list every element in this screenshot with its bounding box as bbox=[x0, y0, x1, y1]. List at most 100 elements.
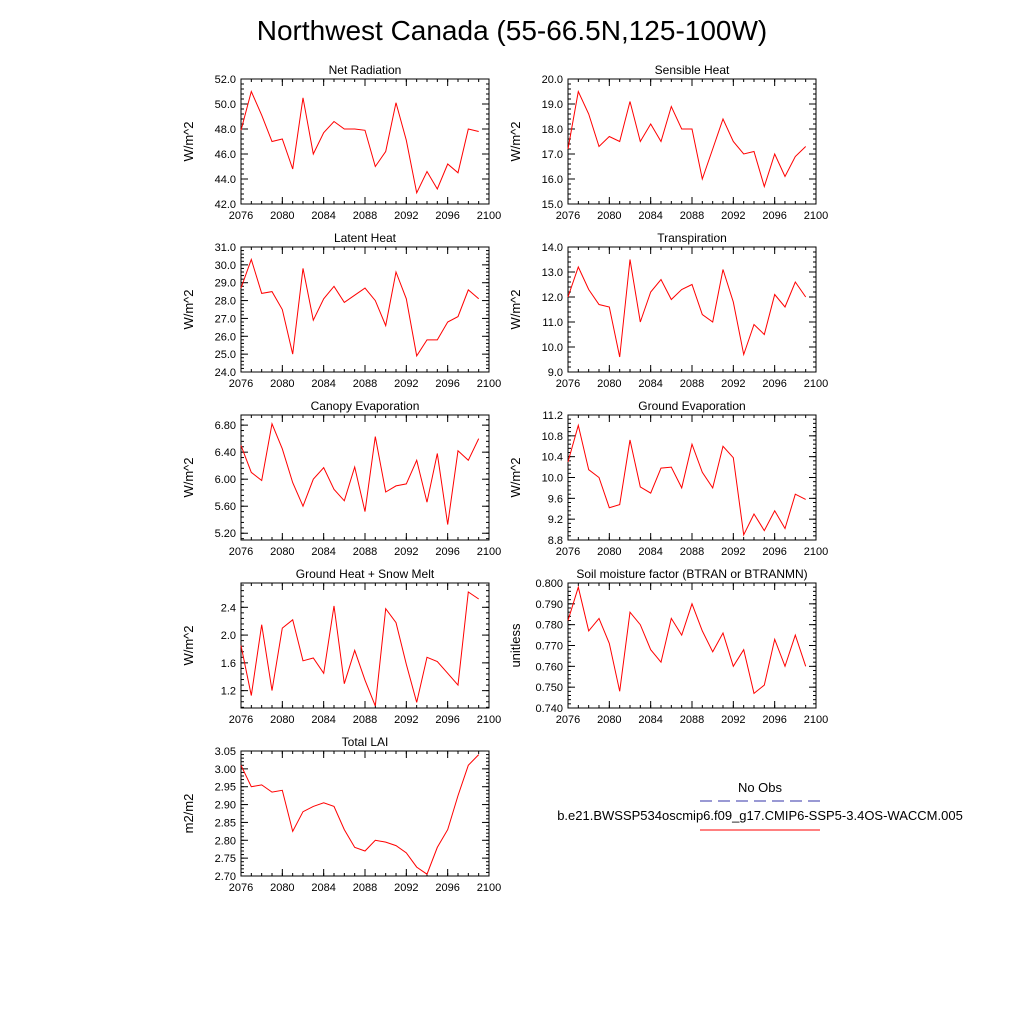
x-tick-label: 2092 bbox=[394, 546, 418, 558]
chart-panel-6: Ground Evaporation W/m^2 2076 2080 2084 2088 2… bbox=[508, 399, 828, 558]
series-line-1 bbox=[240, 422, 480, 525]
chart-panel-8: Soil moisture factor (BTRAN or BTRANMN) u… bbox=[508, 567, 828, 726]
x-tick-label: 2076 bbox=[556, 378, 580, 390]
y-tick-label: 5.20 bbox=[215, 528, 236, 540]
x-tick-label: 2088 bbox=[680, 378, 704, 390]
y-tick-label: 0.760 bbox=[535, 661, 563, 673]
plot-frame bbox=[240, 414, 490, 541]
plot-frame bbox=[240, 246, 490, 373]
x-tick-label: 2092 bbox=[394, 378, 418, 390]
y-tick-label: 2.4 bbox=[221, 602, 236, 614]
y-tick-label: 50.0 bbox=[215, 99, 236, 111]
x-tick-label: 2076 bbox=[229, 714, 253, 726]
y-tick-label: 0.780 bbox=[535, 620, 563, 632]
y-tick-label: 3.00 bbox=[215, 764, 236, 776]
x-tick-label: 2100 bbox=[477, 546, 501, 558]
y-tick-label: 10.0 bbox=[542, 342, 563, 354]
y-tick-label: 17.0 bbox=[542, 149, 563, 161]
chart-panel-9: Total LAI m2/m2 2076 2080 2084 2088 2092 2096 21… bbox=[181, 735, 501, 894]
chart-panel-2: Sensible Heat W/m^2 2076 2080 2084 2088 2092 20… bbox=[508, 63, 828, 222]
y-axis-label: W/m^2 bbox=[181, 457, 196, 497]
y-tick-label: 42.0 bbox=[215, 199, 236, 211]
x-tick-label: 2096 bbox=[762, 210, 786, 222]
x-tick-label: 2084 bbox=[311, 882, 335, 894]
plot-frame bbox=[240, 78, 490, 205]
plot-frame bbox=[567, 582, 817, 709]
x-tick-label: 2084 bbox=[311, 210, 335, 222]
y-tick-label: 0.750 bbox=[535, 682, 563, 694]
panel-title: Ground Heat + Snow Melt bbox=[296, 567, 435, 581]
x-tick-label: 2084 bbox=[638, 546, 662, 558]
y-tick-label: 30.0 bbox=[215, 260, 236, 272]
y-tick-label: 9.6 bbox=[548, 493, 563, 505]
y-tick-label: 2.95 bbox=[215, 782, 236, 794]
y-tick-label: 48.0 bbox=[215, 124, 236, 136]
chart-panel-7: Ground Heat + Snow Melt W/m^2 2076 2080 2084… bbox=[181, 567, 501, 726]
x-tick-label: 2084 bbox=[311, 546, 335, 558]
series-line-1 bbox=[567, 423, 806, 537]
y-tick-label: 31.0 bbox=[215, 242, 236, 254]
x-tick-label: 2080 bbox=[270, 882, 294, 894]
y-tick-label: 0.740 bbox=[535, 703, 563, 715]
y-tick-label: 2.90 bbox=[215, 800, 236, 812]
x-tick-label: 2076 bbox=[229, 378, 253, 390]
x-tick-label: 2076 bbox=[556, 210, 580, 222]
y-tick-label: 29.0 bbox=[215, 278, 236, 290]
y-tick-label: 10.8 bbox=[542, 431, 563, 443]
x-tick-label: 2080 bbox=[597, 714, 621, 726]
y-tick-label: 24.0 bbox=[215, 367, 236, 379]
x-tick-label: 2088 bbox=[353, 714, 377, 726]
x-tick-label: 2084 bbox=[638, 210, 662, 222]
panel-title: Transpiration bbox=[657, 231, 727, 245]
series-line-1 bbox=[567, 259, 807, 358]
panel-title: Net Radiation bbox=[329, 63, 402, 77]
x-tick-label: 2092 bbox=[721, 210, 745, 222]
y-tick-label: 11.0 bbox=[542, 317, 563, 329]
panel-title: Sensible Heat bbox=[655, 63, 730, 77]
y-tick-label: 6.40 bbox=[215, 447, 236, 459]
x-tick-label: 2088 bbox=[680, 714, 704, 726]
x-tick-label: 2088 bbox=[353, 210, 377, 222]
legend-label-obs: No Obs bbox=[738, 780, 783, 795]
y-tick-label: 8.8 bbox=[548, 535, 563, 547]
plot-frame bbox=[567, 414, 817, 541]
x-tick-label: 2096 bbox=[435, 210, 459, 222]
x-tick-label: 2080 bbox=[270, 546, 294, 558]
x-tick-label: 2080 bbox=[597, 210, 621, 222]
y-tick-label: 2.75 bbox=[215, 853, 236, 865]
x-tick-label: 2096 bbox=[435, 882, 459, 894]
y-tick-label: 52.0 bbox=[215, 74, 236, 86]
x-tick-label: 2088 bbox=[353, 546, 377, 558]
plot-frame bbox=[567, 246, 817, 373]
y-axis-label: W/m^2 bbox=[181, 625, 196, 665]
y-tick-label: 9.2 bbox=[548, 514, 563, 526]
chart-panels: Net Radiation W/m^2 2076 2080 2084 2088 2092 20… bbox=[181, 63, 828, 894]
panel-title: Ground Evaporation bbox=[638, 399, 745, 413]
y-tick-label: 2.70 bbox=[215, 871, 236, 883]
x-tick-label: 2080 bbox=[597, 378, 621, 390]
y-tick-label: 1.2 bbox=[221, 686, 236, 698]
y-tick-label: 15.0 bbox=[542, 199, 563, 211]
y-axis-label: W/m^2 bbox=[508, 457, 523, 497]
x-tick-label: 2088 bbox=[353, 378, 377, 390]
x-tick-label: 2100 bbox=[477, 882, 501, 894]
plot-frame bbox=[567, 78, 817, 205]
y-tick-label: 19.0 bbox=[542, 99, 563, 111]
y-tick-label: 13.0 bbox=[542, 267, 563, 279]
y-axis-label: W/m^2 bbox=[181, 289, 196, 329]
y-axis-label: W/m^2 bbox=[508, 289, 523, 329]
x-tick-label: 2100 bbox=[804, 546, 828, 558]
x-tick-label: 2096 bbox=[435, 546, 459, 558]
plot-frame bbox=[240, 750, 490, 877]
y-tick-label: 14.0 bbox=[542, 242, 563, 254]
x-tick-label: 2084 bbox=[311, 378, 335, 390]
x-tick-label: 2076 bbox=[229, 546, 253, 558]
y-tick-label: 2.85 bbox=[215, 817, 236, 829]
y-tick-label: 10.0 bbox=[542, 473, 563, 485]
panel-title: Soil moisture factor (BTRAN or BTRANMN) bbox=[576, 567, 807, 581]
y-tick-label: 3.05 bbox=[215, 746, 236, 758]
page-title: Northwest Canada (55-66.5N,125-100W) bbox=[257, 15, 767, 46]
x-tick-label: 2096 bbox=[435, 378, 459, 390]
y-tick-label: 11.2 bbox=[542, 410, 563, 422]
y-tick-label: 0.800 bbox=[535, 578, 563, 590]
